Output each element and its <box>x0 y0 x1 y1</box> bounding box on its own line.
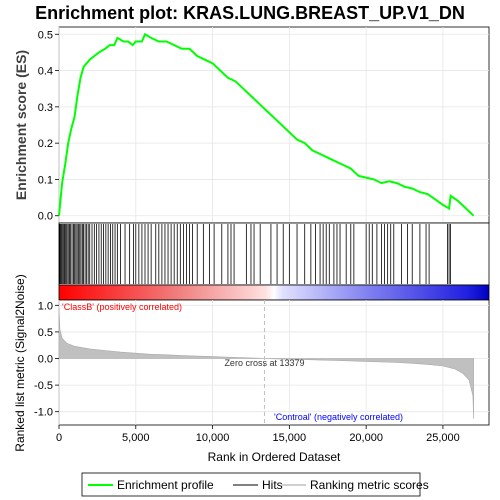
metric-y-tick-label: -1.0 <box>34 407 53 419</box>
rank-color-bar <box>58 284 490 301</box>
positive-class-label: 'ClassB' (positively correlated) <box>62 302 182 312</box>
ranking-metric-area <box>58 307 474 419</box>
metric-y-tick-label: -0.5 <box>34 380 53 392</box>
legend-metric-label: Ranking metric scores <box>310 478 429 492</box>
es-y-tick-label: 0.4 <box>38 66 53 78</box>
es-y-tick-label: 0.0 <box>38 211 53 223</box>
metric-y-ticks: 1.0 0.5 0.0 -0.5 -1.0 <box>34 300 59 419</box>
x-tick-label: 5,000 <box>122 432 150 444</box>
legend-profile-label: Enrichment profile <box>117 478 214 492</box>
hit-lines <box>58 224 452 284</box>
metric-y-axis-label: Ranked list metric (Signal2Noise) <box>13 274 27 451</box>
metric-panel: Zero cross at 13379 'ClassB' (positively… <box>13 274 490 452</box>
metric-y-tick-label: 1.0 <box>38 300 53 312</box>
es-panel: 0.0 0.1 0.2 0.3 0.4 0.5 Enrichment score (ES) <box>13 26 490 224</box>
negative-class-label: 'Controal' (negatively correlated) <box>274 412 403 422</box>
x-tick-label: 20,000 <box>349 432 383 444</box>
metric-y-tick-label: 0.5 <box>38 327 53 339</box>
x-tick-label: 15,000 <box>273 432 307 444</box>
es-y-tick-label: 0.2 <box>38 138 53 150</box>
x-tick-label: 10,000 <box>196 432 230 444</box>
x-tick-label: 0 <box>56 432 62 444</box>
enrichment-profile-line <box>58 32 475 217</box>
es-y-axis-label: Enrichment score (ES) <box>13 50 29 200</box>
es-y-tick-label: 0.3 <box>38 102 53 114</box>
x-axis-ticks: 0 5,000 10,000 15,000 20,000 25,000 <box>56 425 460 444</box>
zero-cross-label: Zero cross at 13379 <box>224 358 304 368</box>
legend: Enrichment profile Hits Ranking metric s… <box>81 472 429 497</box>
hits-frame <box>58 222 490 286</box>
hits-panel <box>58 222 490 301</box>
es-gridlines <box>58 27 489 223</box>
es-y-tick-label: 0.5 <box>38 29 53 41</box>
legend-hits-label: Hits <box>262 478 283 492</box>
es-y-tick-label: 0.1 <box>38 174 53 186</box>
es-y-ticks: 0.0 0.1 0.2 0.3 0.4 0.5 <box>38 29 59 223</box>
x-tick-label: 25,000 <box>426 432 460 444</box>
chart-title: Enrichment plot: KRAS.LUNG.BREAST_UP.V1_… <box>35 3 465 23</box>
x-axis-label: Rank in Ordered Dataset <box>208 450 341 464</box>
metric-y-tick-label: 0.0 <box>38 354 53 366</box>
